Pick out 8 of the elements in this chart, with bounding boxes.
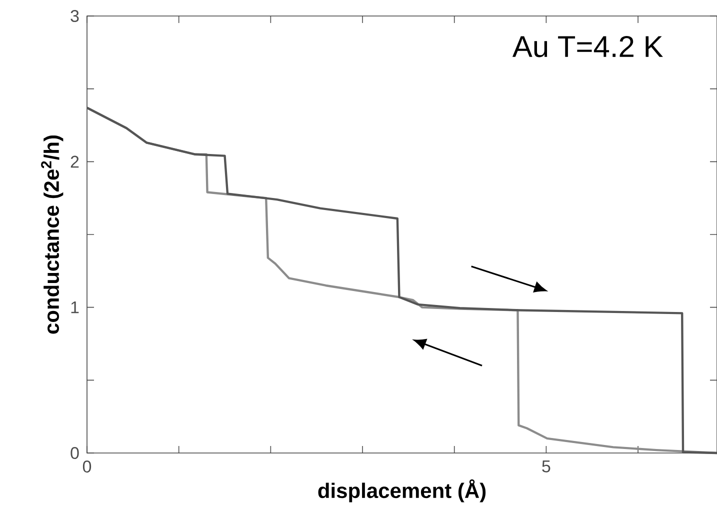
y-tick-label: 3 (70, 10, 79, 22)
annotation: Au T=4.2 K (512, 36, 663, 58)
y-tick-label: 1 (71, 301, 79, 314)
y-tick-label: 0 (70, 446, 79, 460)
x-tick-label: 5 (542, 460, 550, 472)
x-axis-title: displacement (Å) (318, 479, 486, 502)
y-tick-label: 2 (70, 156, 79, 168)
y-axis-title: conductance (2e$^{2}$/h) (41, 136, 64, 334)
